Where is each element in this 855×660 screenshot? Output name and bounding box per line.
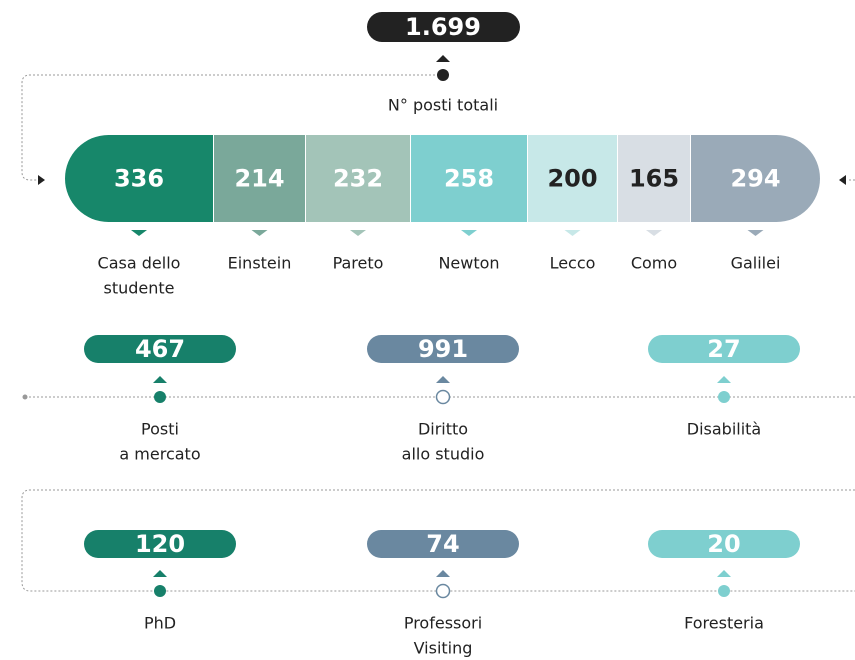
triangle [436,55,450,62]
triangle [717,570,731,577]
triangle [251,230,268,236]
segment-label: studente [103,279,174,298]
segment [691,135,820,222]
triangle [131,230,147,236]
segment-label: Galilei [731,254,781,273]
group-label: Diritto [418,420,468,439]
total-label: N° posti totali [388,96,498,115]
group-label: Foresteria [684,614,764,633]
segment-value: 214 [234,165,284,193]
group-label: Visiting [414,639,473,658]
triangle [461,230,477,236]
group-label: a mercato [119,445,200,464]
dot [718,391,730,403]
pill [367,530,519,558]
segment-label: Einstein [228,254,292,273]
arrow [38,175,45,185]
group-label: Disabilità [687,420,761,439]
segment [618,135,690,222]
segment [65,135,213,222]
arrow [839,175,846,185]
triangle [153,376,167,383]
group-label: Posti [141,420,179,439]
pill [367,335,519,363]
triangle [646,230,662,236]
segment-label: Pareto [333,254,384,273]
dot [154,585,166,597]
total-value: 1.699 [405,13,481,41]
group-label: PhD [144,614,176,633]
triangle [436,376,450,383]
dot [435,389,451,405]
segment-value: 294 [730,165,780,193]
segment [411,135,527,222]
pill-value: 120 [135,530,185,558]
dot [437,69,449,81]
total-pill [367,12,520,42]
segment-label: Como [631,254,677,273]
pill-value: 20 [707,530,740,558]
connector [21,74,443,181]
dot [22,394,28,400]
segment-value: 258 [444,165,494,193]
segment-value: 336 [114,165,164,193]
pill [84,530,236,558]
triangle [436,570,450,577]
triangle [153,570,167,577]
segment-value: 200 [547,165,597,193]
pill-value: 991 [418,335,468,363]
segment-value: 165 [629,165,679,193]
dot [154,391,166,403]
triangle [350,230,366,236]
group-label: allo studio [402,445,485,464]
pill-value: 74 [426,530,459,558]
segment-value: 232 [333,165,383,193]
segment-label: Lecco [550,254,596,273]
segment-label: Casa dello [98,254,181,273]
segment [528,135,617,222]
pill-value: 467 [135,335,185,363]
group-label: Professori [404,614,482,633]
triangle [717,376,731,383]
segment-label: Newton [438,254,499,273]
segment [214,135,305,222]
segment [306,135,410,222]
dot [718,585,730,597]
pill [648,335,800,363]
pill-value: 27 [707,335,740,363]
triangle [564,230,581,236]
pill [648,530,800,558]
connector [21,489,855,592]
pill [84,335,236,363]
dot [435,583,451,599]
triangle [747,230,764,236]
